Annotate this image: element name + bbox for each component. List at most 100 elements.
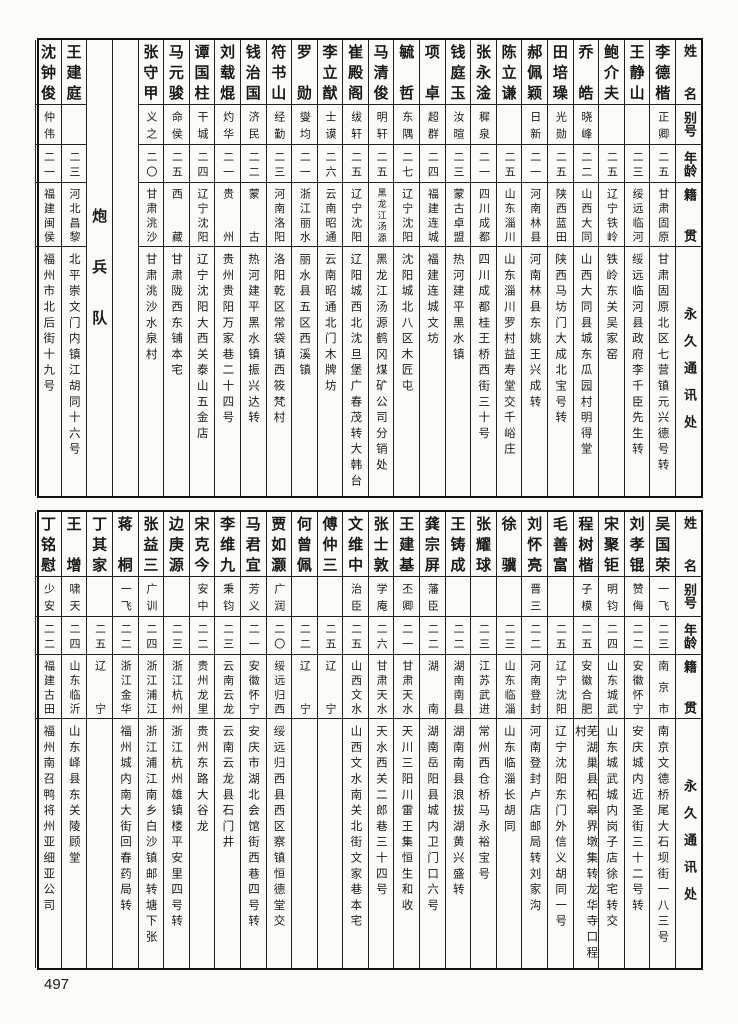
name-cell: 沈钟俊 bbox=[36, 40, 61, 105]
native-cell: 山东淄川 bbox=[496, 183, 522, 247]
name-cell: 张永淦 bbox=[471, 40, 496, 105]
age-value: 二二 bbox=[579, 151, 593, 177]
address-value: 甘肃陇西东铺本宅 bbox=[170, 253, 185, 380]
alias-cell: 一飞 bbox=[650, 577, 675, 617]
age-cell: 二五 bbox=[317, 617, 343, 655]
roster-row: 刘怀亮 晋三 二二 河南登封 河南登封卢店邮局转刘家沟 bbox=[521, 512, 548, 968]
name-cell: 贾如灏 bbox=[266, 512, 292, 577]
alias-cell bbox=[496, 577, 522, 617]
roster-row: 李立猷 士谟 二六 云南昭通 云南昭通北门木牌坊 bbox=[316, 40, 343, 496]
name-cell: 丁铭慰 bbox=[36, 512, 61, 577]
alias-value: 光勋 bbox=[554, 111, 568, 139]
name-value: 王静山 bbox=[627, 44, 646, 100]
age-value: 二一 bbox=[42, 151, 56, 177]
name-cell: 张耀球 bbox=[471, 512, 496, 577]
age-cell: 二二 bbox=[420, 617, 445, 655]
native-value: 辽宁沈阳 bbox=[400, 188, 414, 242]
native-cell: 安徽怀宁 bbox=[624, 655, 650, 719]
page-number: 497 bbox=[44, 976, 70, 993]
address-cell: 辽宁沈阳大西关泰山五金店 bbox=[190, 247, 215, 496]
alias-cell bbox=[445, 577, 471, 617]
address-cell: 云南云龙县石门井 bbox=[215, 719, 240, 968]
name-value: 罗勋 bbox=[294, 44, 313, 100]
address-cell: 热河建平黑水镇振兴达转 bbox=[241, 247, 266, 496]
alias-value: 晓峰 bbox=[579, 111, 593, 139]
alias-cell: 超群 bbox=[420, 105, 445, 145]
roster-row: 符书山 经勤 二三 河南洛阳 洛阳乾区常袋镇西筱梵村 bbox=[265, 40, 292, 496]
native-value: 江苏武进 bbox=[477, 660, 491, 714]
age-value: 二五 bbox=[93, 623, 107, 649]
address-value: 福建连城文坊 bbox=[426, 253, 441, 348]
native-value: 蒙古卓盟 bbox=[451, 188, 465, 242]
native-value: 安徽合肥 bbox=[579, 660, 593, 714]
age-value: 二三 bbox=[503, 623, 517, 649]
address-cell: 山东临淄长胡同 bbox=[497, 719, 522, 968]
alias-value: 命侯 bbox=[170, 111, 184, 139]
roster-row: 文维中 治臣 二五 山西文水 山西文水南关北街文家巷本宅 bbox=[342, 512, 368, 968]
age-value: 二五 bbox=[349, 623, 363, 649]
name-value: 王建庭 bbox=[64, 44, 83, 100]
alias-value: 学庵 bbox=[375, 583, 389, 611]
age-value: 二一 bbox=[477, 151, 491, 177]
alias-cell: 子模 bbox=[573, 577, 599, 617]
native-cell: 西藏 bbox=[164, 183, 189, 247]
address-value: 铁岭东关吴家窑 bbox=[605, 253, 620, 364]
roster-row: 马元骏 命侯 二五 西藏 甘肃陇西东铺本宅 bbox=[163, 40, 189, 496]
name-value: 刘怀亮 bbox=[525, 516, 544, 572]
alias-value: 广润 bbox=[272, 583, 286, 611]
name-cell: 田培璪 bbox=[548, 40, 573, 105]
alias-cell: 干城 bbox=[189, 105, 215, 145]
alias-cell: 啸天 bbox=[61, 577, 87, 617]
native-cell: 南京市 bbox=[650, 655, 675, 719]
address-value: 河南登封卢店邮局转刘家沟 bbox=[528, 725, 543, 915]
name-value: 李维九 bbox=[218, 516, 237, 572]
alias-cell: 仲伟 bbox=[36, 105, 61, 145]
address-cell: 山东淄川罗村益寿堂交千峪庄 bbox=[497, 247, 522, 496]
header-cell-age: 年龄 bbox=[676, 145, 701, 183]
address-value: 南京文德桥尾大石坝街一八三号 bbox=[656, 725, 671, 947]
alias-value: 广训 bbox=[144, 583, 158, 611]
name-value: 李立猷 bbox=[320, 44, 339, 100]
name-value: 丁其家 bbox=[90, 516, 109, 572]
alias-cell: 汝暄 bbox=[445, 105, 471, 145]
name-cell: 符书山 bbox=[266, 40, 292, 105]
address-value: 云南云龙县石门井 bbox=[221, 725, 236, 852]
alias-value: 藩臣 bbox=[426, 583, 440, 611]
age-value: 二一 bbox=[221, 151, 235, 177]
native-value: 安徽怀宁 bbox=[247, 660, 261, 714]
native-cell: 福建闽侯 bbox=[36, 183, 61, 247]
alias-value: 干城 bbox=[196, 111, 210, 139]
roster-row bbox=[111, 40, 138, 496]
address-value: 热河建平黑水镇振兴达转 bbox=[246, 253, 261, 427]
age-cell: 二五 bbox=[343, 617, 368, 655]
name-cell: 文维中 bbox=[343, 512, 368, 577]
roster-row: 吴国荣 一飞 二三 南京市 南京文德桥尾大石坝街一八三号 bbox=[649, 512, 675, 968]
native-value: 辽宁沈阳 bbox=[554, 660, 568, 714]
age-cell: 二三 bbox=[266, 145, 292, 183]
age-cell: 二六 bbox=[317, 145, 343, 183]
roster-row: 李维九 秉钧 二三 云南云龙 云南云龙县石门井 bbox=[214, 512, 240, 968]
address-value: 安庆城内近圣街三十二号转 bbox=[630, 725, 645, 915]
header-cell-alias: 别号 bbox=[676, 577, 701, 617]
name-value: 丁铭慰 bbox=[38, 516, 57, 572]
alias-cell: 广训 bbox=[138, 577, 164, 617]
native-value: 四川成都 bbox=[477, 188, 491, 242]
native-value: 甘肃天水 bbox=[400, 660, 414, 714]
native-value: 辽宁铁岭 bbox=[605, 188, 619, 242]
address-value: 芜湖巢县柘皋界墩集转龙华寺口程村 bbox=[573, 725, 599, 962]
address-cell: 湖南南县浪拔湖黄兴盛转 bbox=[446, 719, 471, 968]
native-value: 辽宁沈阳 bbox=[196, 188, 210, 242]
address-cell: 热河建平黑水镇 bbox=[446, 247, 471, 496]
address-value: 热河建平黑水镇 bbox=[451, 253, 466, 364]
roster-row: 贾如灏 广润 二〇 绥远归西 绥远归西县西区察镇恒德堂交 bbox=[265, 512, 292, 968]
roster-row: 鲍介夫 二五 辽宁铁岭 铁岭东关吴家窑 bbox=[598, 40, 624, 496]
address-value: 绥远归西县西区察镇恒德堂交 bbox=[272, 725, 287, 931]
name-cell: 陈立谦 bbox=[496, 40, 522, 105]
alias-value: 仲伟 bbox=[42, 111, 56, 139]
native-value: 河南登封 bbox=[528, 660, 542, 714]
age-value: 二五 bbox=[579, 623, 593, 649]
age-cell: 二〇 bbox=[266, 617, 292, 655]
alias-cell bbox=[292, 577, 317, 617]
native-cell: 江苏武进 bbox=[471, 655, 496, 719]
name-value: 宋聚钜 bbox=[602, 516, 621, 572]
